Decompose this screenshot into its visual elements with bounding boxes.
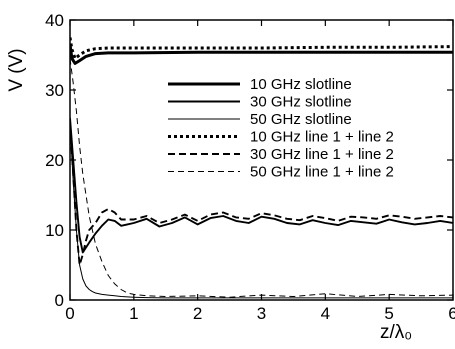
legend-label-6: 50 GHz line 1 + line 2 — [250, 164, 394, 181]
y-axis-title: V (V) — [6, 48, 27, 91]
x-tick-label: 2 — [193, 304, 202, 323]
y-tick-label: 10 — [45, 221, 64, 240]
x-tick-label: 4 — [321, 304, 330, 323]
y-tick-label: 40 — [45, 11, 64, 30]
x-tick-label: 3 — [257, 304, 266, 323]
x-tick-label: 1 — [129, 304, 138, 323]
x-tick-label: 6 — [448, 304, 455, 323]
legend-label-1: 10 GHz slotline — [250, 76, 352, 93]
x-axis-title: z/λ₀ — [380, 322, 412, 343]
y-tick-label: 30 — [45, 81, 64, 100]
y-tick-label: 20 — [45, 151, 64, 170]
legend-label-4: 10 GHz line 1 + line 2 — [250, 129, 394, 146]
legend-label-2: 30 GHz slotline — [250, 94, 352, 111]
legend-label-5: 30 GHz line 1 + line 2 — [250, 146, 394, 163]
y-tick-label: 0 — [55, 291, 64, 310]
legend-label-3: 50 GHz slotline — [250, 111, 352, 128]
x-tick-label: 5 — [384, 304, 393, 323]
x-tick-label: 0 — [65, 304, 74, 323]
series-line-4 — [70, 38, 453, 59]
